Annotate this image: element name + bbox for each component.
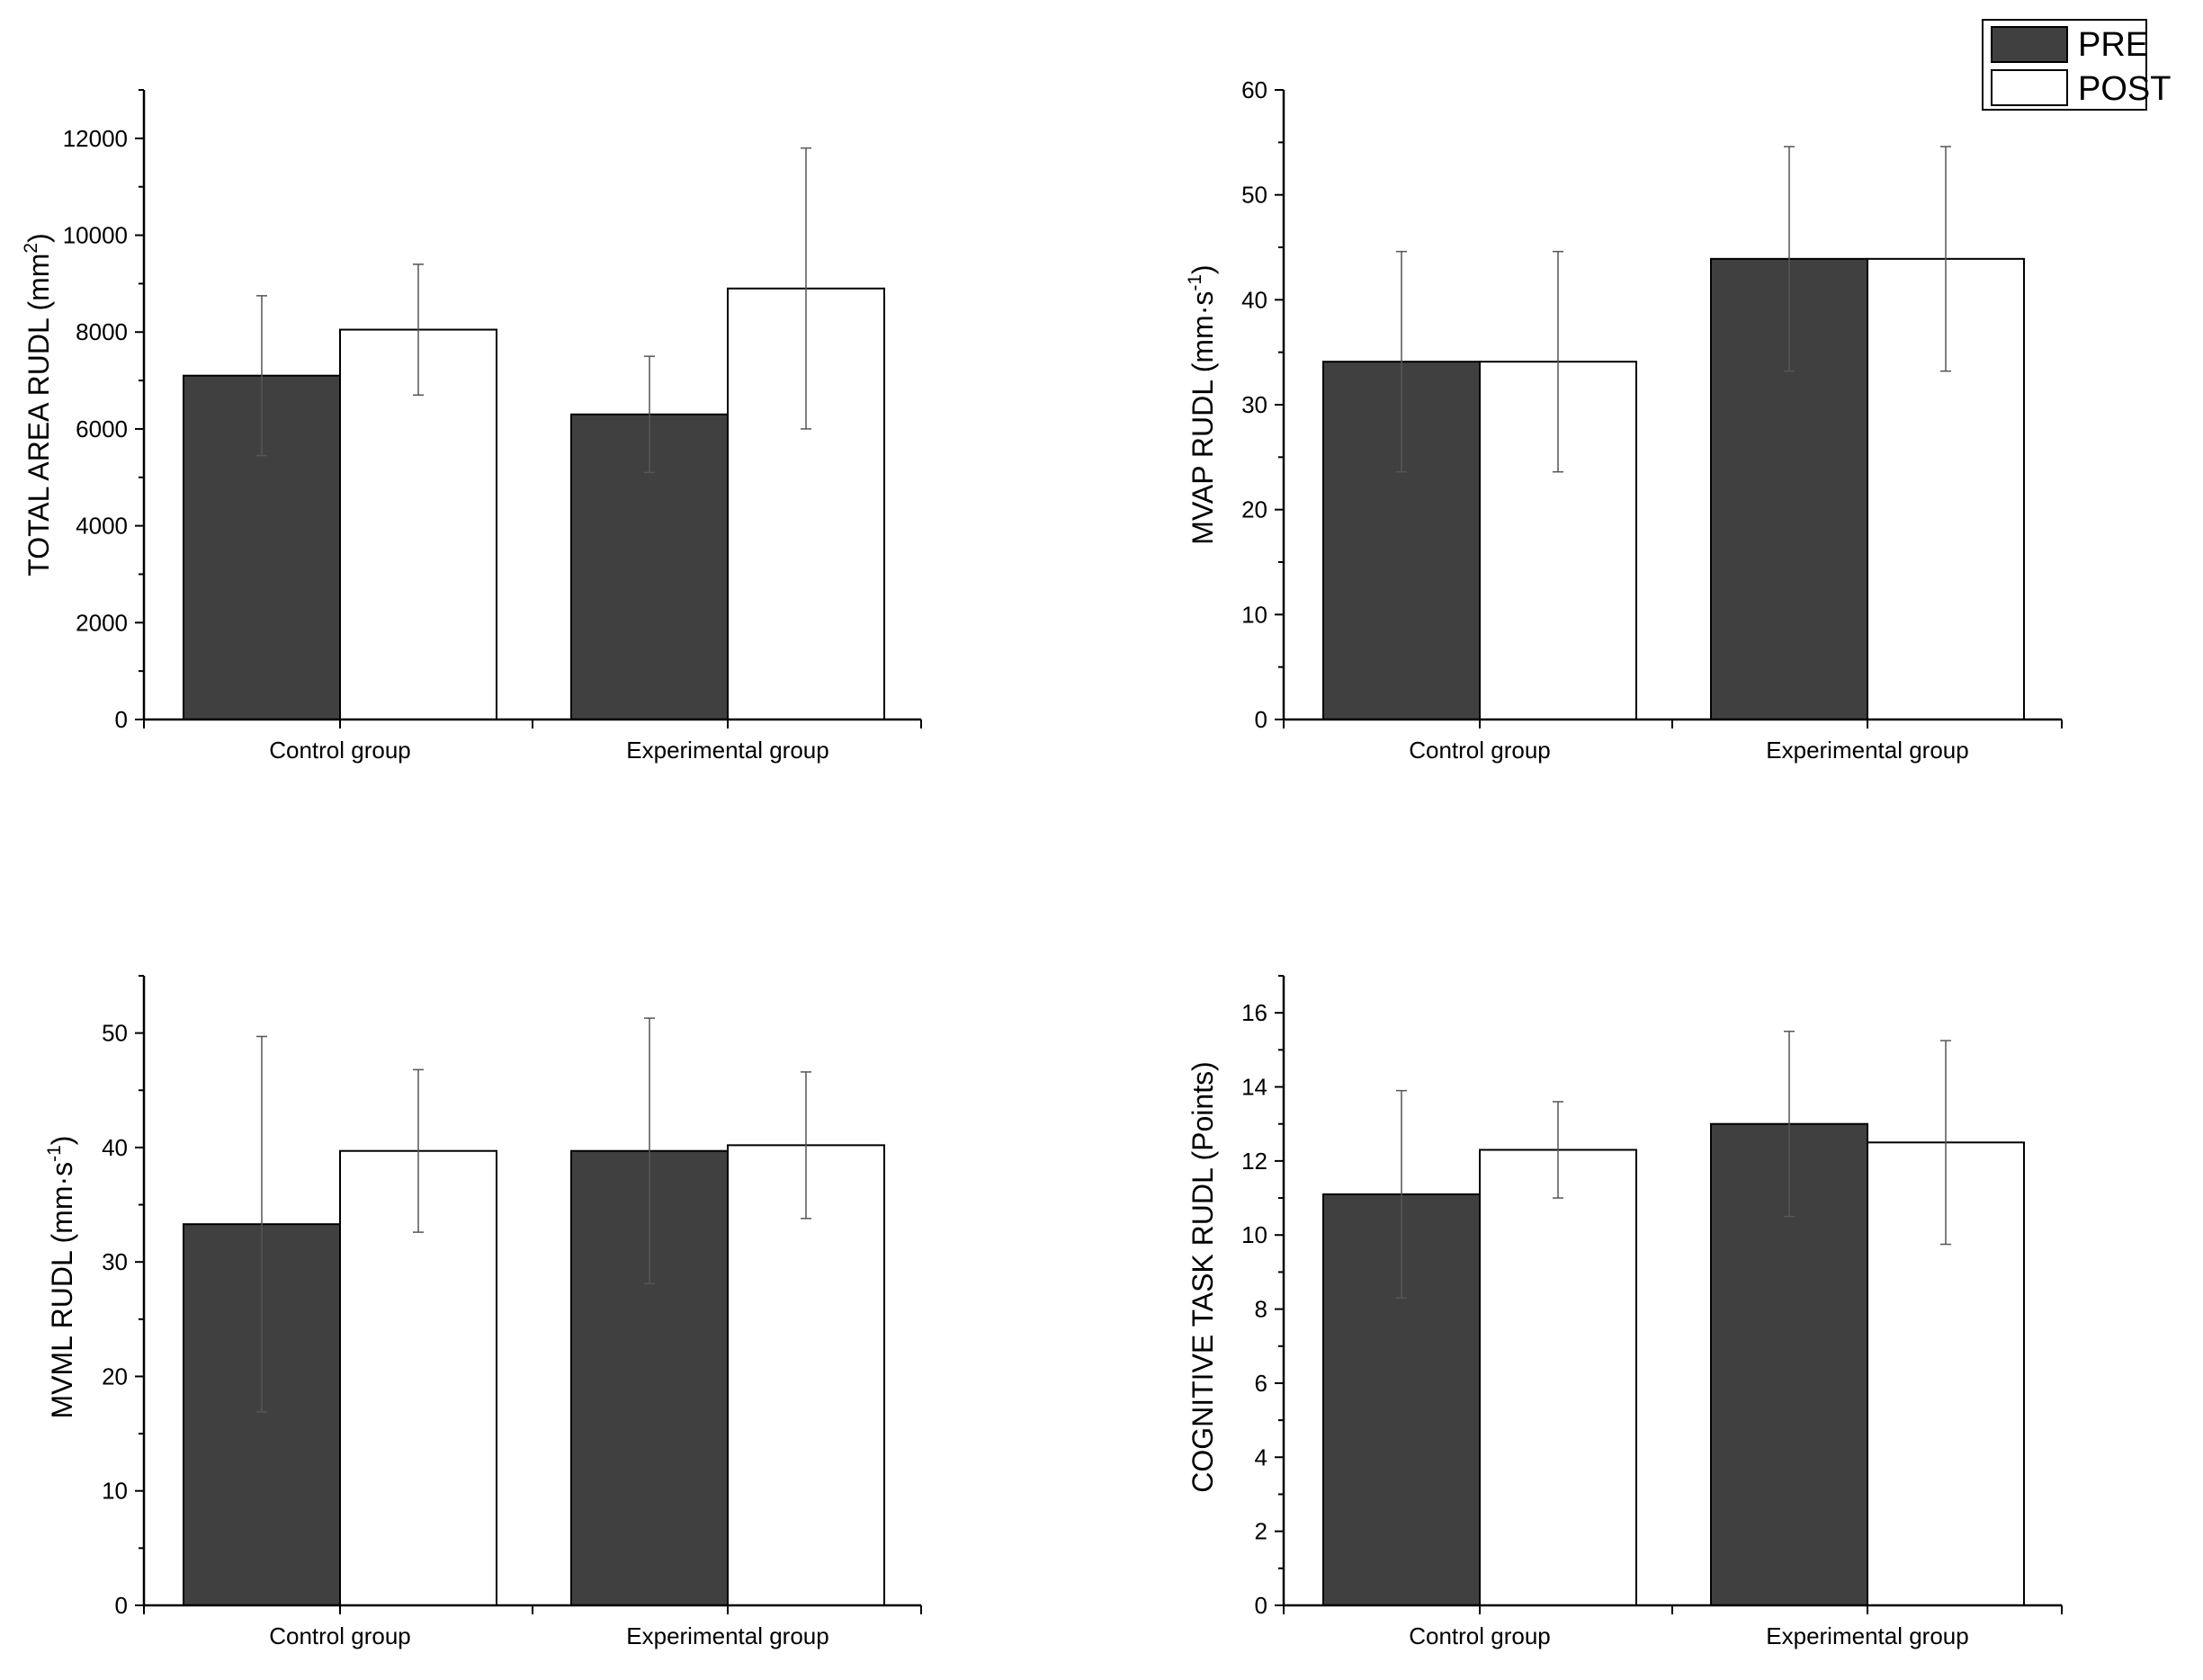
y-tick-label: 4 — [1255, 1443, 1267, 1470]
error-bar — [1553, 1101, 1563, 1199]
y-tick-label: 60 — [1241, 76, 1267, 103]
x-category-label: Control group — [269, 737, 411, 764]
x-category-label: Experimental group — [1766, 1622, 1968, 1649]
x-category-label: Control group — [1409, 737, 1551, 764]
panel-mvap: MVAP RUDL (mm·s-1) 0 10 20 30 40 50 60 Control … — [1185, 76, 2063, 764]
error-bar — [1396, 250, 1407, 473]
y-tick-label: 0 — [115, 1592, 128, 1619]
y-tick-label: 50 — [1241, 182, 1267, 209]
y-tick-label: 2000 — [76, 609, 128, 636]
y-tick-label: 20 — [1241, 496, 1267, 523]
error-bar — [256, 295, 267, 457]
y-tick-label: 40 — [102, 1134, 128, 1161]
x-category-label: Experimental group — [626, 737, 828, 764]
error-bar — [1940, 146, 1951, 372]
legend-swatch-post — [1991, 69, 2068, 106]
y-tick-label: 50 — [102, 1020, 128, 1047]
y-axis-title: COGNITIVE TASK RUDL (Points) — [1187, 1061, 1219, 1493]
y-tick-label: 2 — [1255, 1518, 1267, 1545]
y-tick-label: 10 — [1241, 601, 1267, 628]
y-tick-label: 12 — [1241, 1148, 1267, 1175]
y-tick-label: 4000 — [76, 513, 128, 540]
y-tick-label: 0 — [1255, 706, 1267, 733]
y-tick-label: 8 — [1255, 1296, 1267, 1323]
error-bar — [1784, 146, 1795, 372]
bar-post-experimental — [727, 1144, 885, 1606]
y-tick-label: 10 — [1241, 1221, 1267, 1248]
x-category-label: Experimental group — [626, 1622, 828, 1649]
y-tick-label: 12000 — [63, 125, 128, 152]
legend-label-post: POST — [2078, 70, 2171, 108]
x-category-label: Control group — [269, 1622, 411, 1649]
error-bar — [1940, 1040, 1951, 1246]
error-bar — [801, 147, 811, 430]
x-category-label: Experimental group — [1766, 737, 1968, 764]
error-bar — [1553, 250, 1563, 473]
y-tick-label: 6 — [1255, 1370, 1267, 1397]
y-tick-label: 20 — [102, 1363, 128, 1390]
y-tick-label: 6000 — [76, 416, 128, 442]
error-bar — [1396, 1089, 1407, 1299]
error-bar — [413, 1068, 424, 1233]
legend-label-pre: PRE — [2078, 26, 2148, 64]
y-axis-title: MVAP RUDL (mm·s-1) — [1185, 264, 1219, 544]
panel-total-area: TOTAL AREA RUDL (mm2) 0 2000 4000 6000 8000 1… — [21, 89, 922, 764]
y-tick-label: 0 — [1255, 1592, 1267, 1619]
error-bar — [801, 1071, 811, 1220]
error-bar — [644, 1017, 655, 1285]
error-bar — [413, 264, 424, 396]
y-tick-label: 30 — [1241, 391, 1267, 418]
y-tick-label: 10000 — [63, 222, 128, 249]
y-tick-label: 8000 — [76, 318, 128, 345]
y-tick-label: 10 — [102, 1478, 128, 1505]
y-axis-title: MVML RUDL (mm·s-1) — [44, 1136, 78, 1419]
y-tick-label: 30 — [102, 1248, 128, 1275]
y-tick-label: 0 — [115, 706, 128, 733]
error-bar — [644, 355, 655, 474]
y-tick-label: 16 — [1241, 999, 1267, 1026]
y-tick-label: 14 — [1241, 1074, 1267, 1101]
y-axis-title: TOTAL AREA RUDL (mm2) — [21, 233, 55, 576]
panel-cognitive: COGNITIVE TASK RUDL (Points) 0 2 4 6 8 10 12 14… — [1187, 975, 2063, 1649]
y-tick-label: 40 — [1241, 286, 1267, 313]
bar-post-control — [1479, 1148, 1637, 1606]
legend-swatch-pre — [1991, 26, 2068, 63]
x-category-label: Control group — [1409, 1622, 1551, 1649]
legend: PRE POST — [1982, 19, 2171, 111]
error-bar — [1784, 1031, 1795, 1218]
panel-mvml: MVML RUDL (mm·s-1) 0 10 20 30 40 50 Control gr… — [44, 975, 922, 1649]
error-bar — [256, 1035, 267, 1413]
